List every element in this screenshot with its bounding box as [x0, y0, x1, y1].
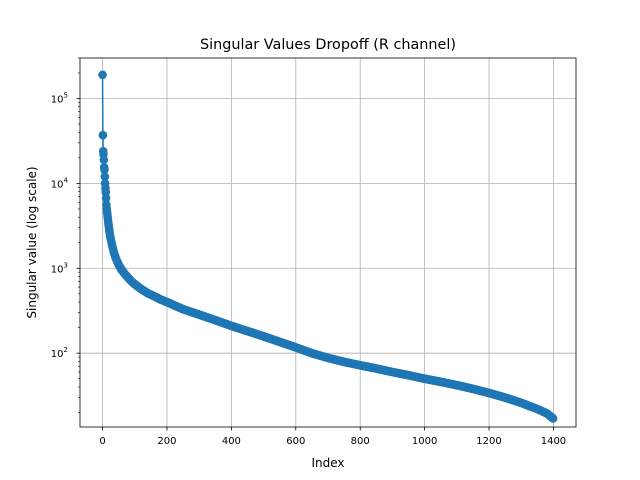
grid-lines — [80, 58, 576, 427]
x-tick-label: 600 — [286, 436, 305, 447]
y-tick-label: 104 — [51, 176, 69, 190]
data-point — [98, 70, 107, 80]
x-tick-label: 1000 — [412, 436, 437, 447]
chart-title: Singular Values Dropoff (R channel) — [200, 37, 456, 53]
data-point — [100, 165, 109, 174]
plot-frame — [79, 57, 577, 428]
y-tick-label: 102 — [51, 346, 68, 360]
data-point — [101, 193, 111, 203]
data-point — [100, 172, 110, 181]
x-tick-label: 200 — [157, 436, 176, 447]
data-point — [99, 155, 109, 165]
y-tick-label: 103 — [51, 261, 68, 275]
x-axis-ticks: 0 200 400 600 800 1000 1200 1400 — [99, 427, 566, 447]
y-axis-label: Singular value (log scale) — [25, 166, 39, 318]
x-tick-label: 0 — [99, 436, 105, 447]
y-tick-label: 105 — [51, 92, 68, 106]
x-axis-label: Index — [311, 456, 344, 470]
data-point — [548, 414, 558, 423]
data-point — [98, 130, 108, 140]
x-tick-label: 1400 — [541, 436, 566, 447]
y-axis-ticks: 102 103 104 105 — [51, 92, 80, 360]
data-point — [101, 187, 111, 197]
data-series — [98, 70, 558, 423]
x-tick-label: 1200 — [476, 436, 501, 447]
x-tick-label: 400 — [222, 436, 241, 447]
x-tick-label: 800 — [351, 436, 370, 447]
